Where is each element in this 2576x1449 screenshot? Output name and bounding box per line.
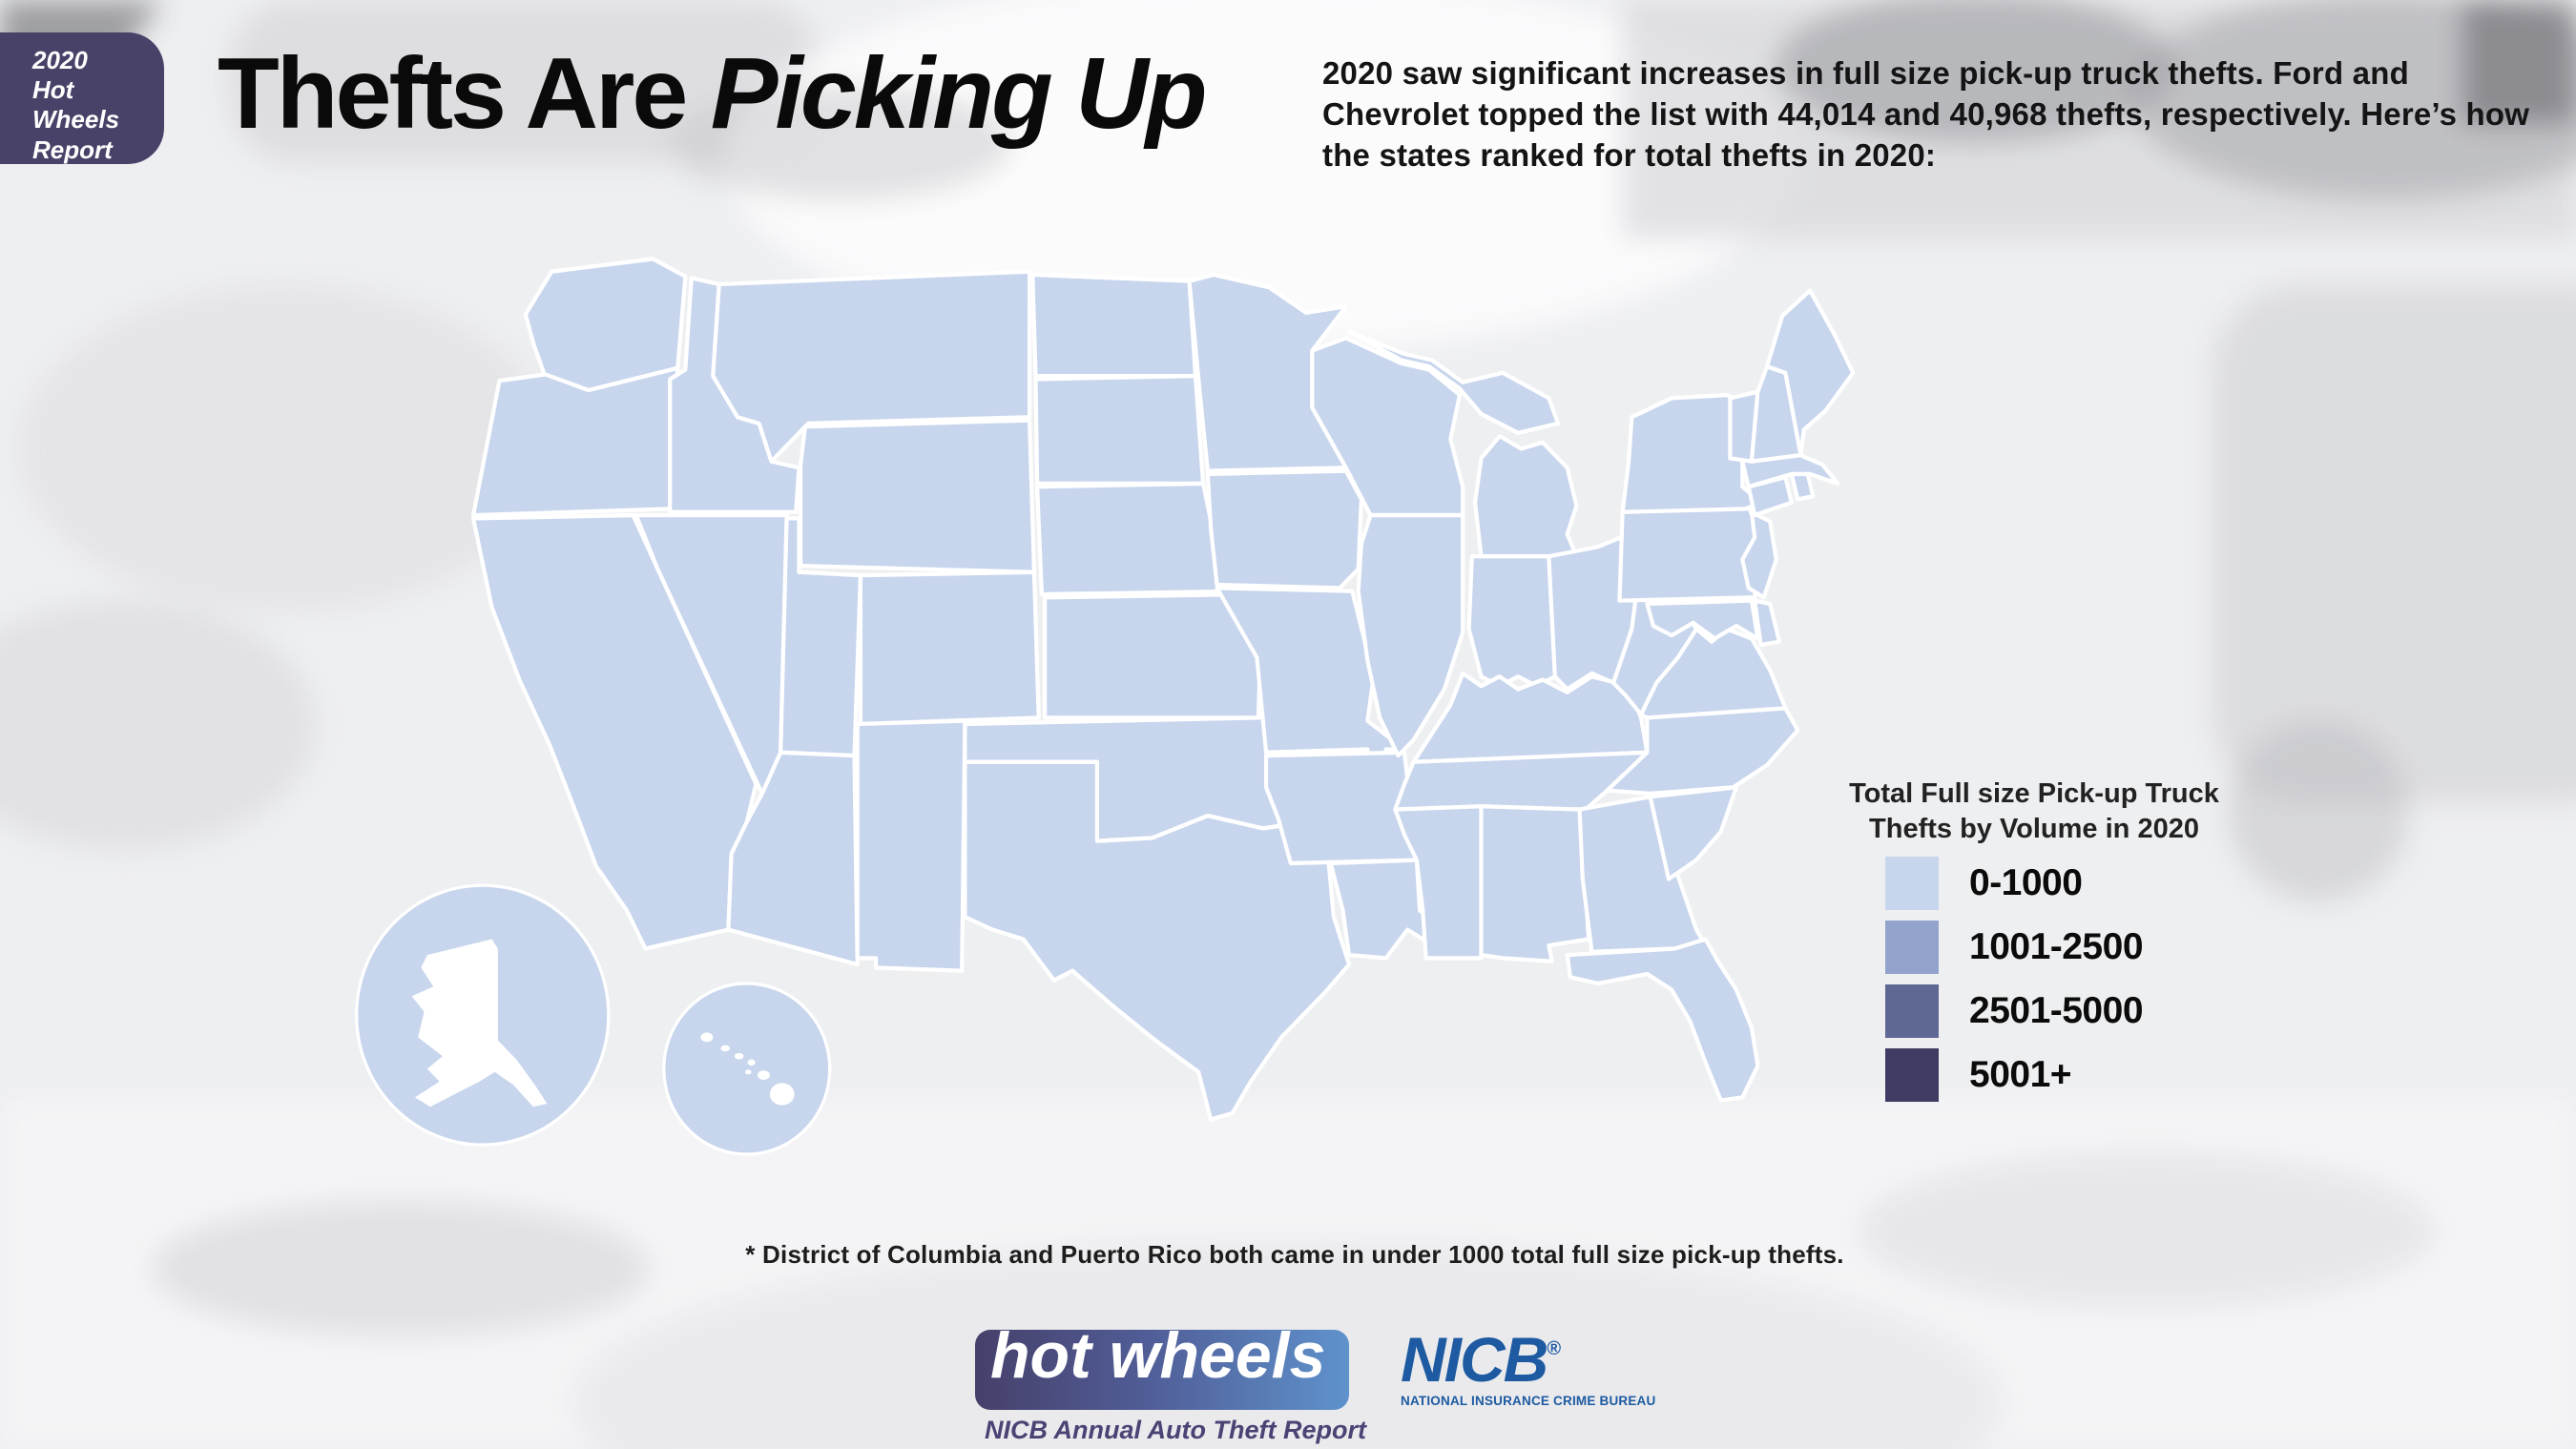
legend-label: 0-1000 <box>1969 862 2083 903</box>
registered-trademark-icon: ® <box>1547 1338 1562 1359</box>
state-nd <box>1030 272 1198 379</box>
intro-paragraph: 2020 saw significant increases in full s… <box>1322 55 2530 173</box>
legend-label: 1001-2500 <box>1969 926 2144 967</box>
state-me <box>1764 288 1856 458</box>
state-nc <box>1605 706 1800 797</box>
badge-line-year: 2020 <box>32 46 88 74</box>
badge-line-wheels: Wheels <box>32 105 120 135</box>
state-ar <box>1263 750 1419 866</box>
hot-wheels-logo: hot wheels <box>975 1319 1349 1410</box>
state-fl <box>1565 937 1760 1103</box>
legend-row: 2501-5000 <box>1885 984 2144 1038</box>
state-md <box>1645 598 1760 641</box>
legend-row: 1001-2500 <box>1885 921 2144 974</box>
title-regular: Thefts Are <box>218 37 711 150</box>
state-co <box>858 569 1041 727</box>
state-mi-lower <box>1472 434 1579 559</box>
state-mi-upper <box>1346 329 1561 436</box>
legend-swatch-2501-5000 <box>1885 984 1939 1038</box>
state-pa <box>1617 503 1763 603</box>
state-wi <box>1310 336 1465 518</box>
legend: 0-1000 1001-2500 2501-5000 5001+ <box>1885 857 2144 1112</box>
report-badge: 2020 Hot Wheels Report <box>0 32 164 164</box>
legend-row: 5001+ <box>1885 1048 2143 1102</box>
badge-line-report: Report <box>32 135 113 164</box>
alaska-silhouette <box>411 939 548 1107</box>
hot-wheels-tagline: NICB Annual Auto Theft Report <box>985 1416 1366 1444</box>
state-il <box>1356 512 1465 758</box>
state-az <box>726 750 860 967</box>
legend-swatch-5001-plus <box>1885 1048 1939 1102</box>
legend-row: 0-1000 <box>1885 857 2143 910</box>
page-title: Thefts Are Picking Up <box>218 36 1208 152</box>
state-al <box>1479 804 1591 963</box>
badge-line-hot: Hot <box>32 75 74 105</box>
nicb-logo: NICB® NATIONAL INSURANCE CRIME BUREAU <box>1401 1328 1655 1408</box>
hawaii-inset-circle <box>662 982 832 1156</box>
state-ky <box>1411 671 1650 764</box>
state-nm <box>855 718 967 973</box>
state-de <box>1753 598 1782 648</box>
legend-swatch-1001-2500 <box>1885 921 1939 974</box>
legend-swatch-0-1000 <box>1885 857 1939 910</box>
footnote: * District of Columbia and Puerto Rico b… <box>745 1240 1844 1269</box>
legend-title: Total Full size Pick-up Truck Thefts by … <box>1824 776 2244 847</box>
state-or <box>470 365 680 518</box>
legend-label: 5001+ <box>1969 1054 2072 1095</box>
state-tx <box>963 759 1352 1122</box>
state-in <box>1466 554 1557 689</box>
title-italic: Picking Up <box>710 37 1208 150</box>
legend-title-line1: Total Full size Pick-up Truck <box>1849 778 2219 809</box>
state-nj <box>1740 509 1778 600</box>
nicb-logo-text: NICB <box>1401 1324 1548 1395</box>
legend-title-line2: Thefts by Volume in 2020 <box>1869 814 2199 845</box>
state-ia <box>1205 468 1363 590</box>
legend-label: 2501-5000 <box>1969 990 2144 1031</box>
nicb-subtitle: NATIONAL INSURANCE CRIME BUREAU <box>1401 1394 1656 1408</box>
state-sd <box>1033 373 1206 486</box>
state-wy <box>799 418 1036 574</box>
hot-wheels-logo-text: hot wheels <box>990 1319 1326 1392</box>
state-tn <box>1393 750 1650 812</box>
state-mt <box>711 269 1032 464</box>
us-choropleth-map <box>355 257 1856 1156</box>
hawaii-silhouette <box>700 1032 795 1106</box>
